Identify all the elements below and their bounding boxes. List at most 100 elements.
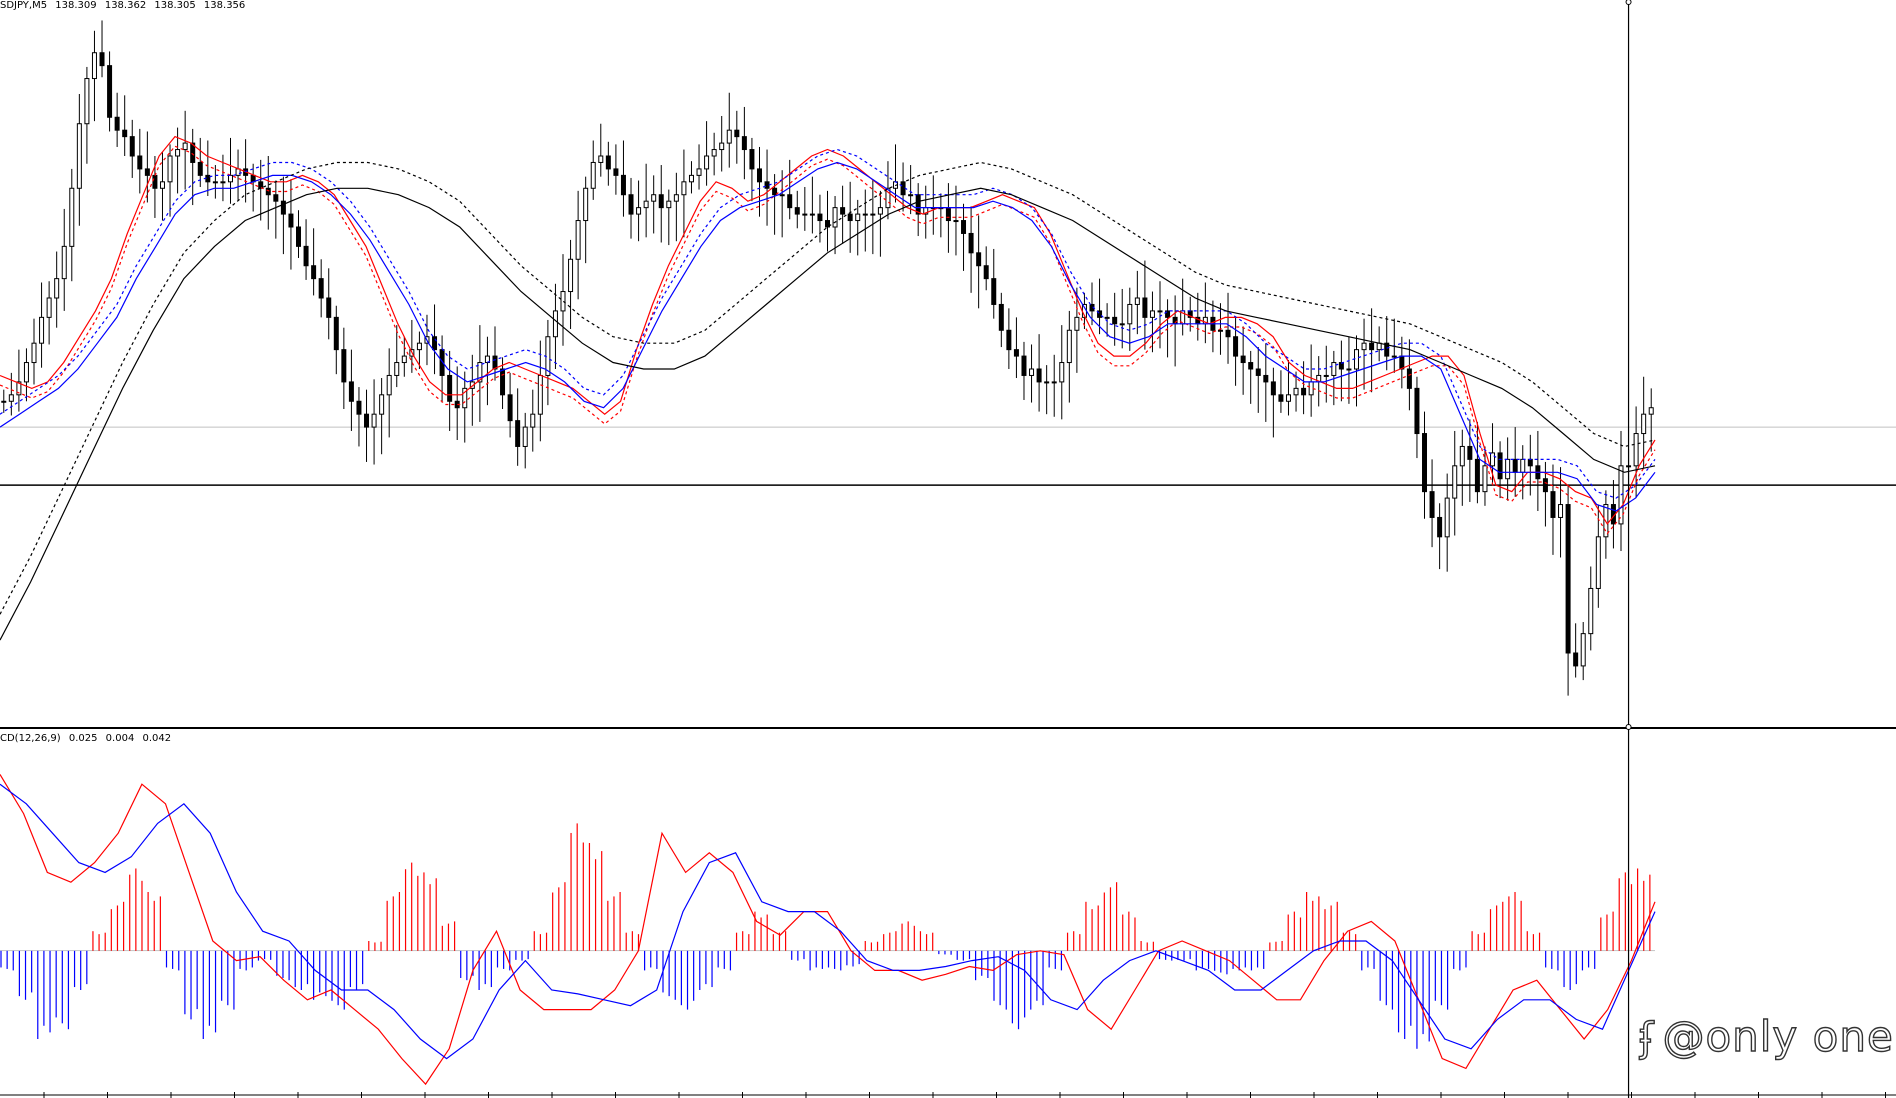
candle [1565,485,1571,696]
candle-body [688,174,694,183]
candle-body [1422,433,1428,493]
candle-body [764,181,770,189]
candle [1006,308,1012,369]
candle [39,282,45,368]
candle-body [159,181,165,189]
candle [1361,318,1367,390]
candle-body [212,181,218,184]
candle-body [1074,316,1080,331]
candle-body [756,168,762,183]
candle-body [492,355,498,370]
candle [643,163,649,238]
candle-body [1029,368,1035,376]
weibo-icon: ʄ [1639,1014,1655,1061]
candle-body [734,129,740,138]
macd-panel[interactable] [0,774,1656,1086]
candle [54,251,60,328]
watermark: ʄ @only one [1639,1011,1894,1061]
candle-body [1165,310,1171,318]
candle-body [1059,362,1065,383]
candle [688,161,694,194]
candle-body [1429,491,1435,518]
candle-body [726,129,732,144]
candle [144,131,150,203]
candle-body [1270,381,1276,396]
candle-body [61,245,67,280]
candle-body [1497,452,1503,480]
candle [651,175,657,234]
candle [575,190,581,300]
candle [23,348,29,402]
candle [16,349,22,412]
candle [371,379,377,465]
candle [636,180,642,242]
candle [1066,310,1072,403]
candle-body [1301,387,1307,396]
candle-body [847,213,853,222]
symbol-timeframe: SDJPY,M5 [0,0,48,11]
candle-body [1437,516,1443,538]
candle-body [500,368,506,396]
candle-body [651,194,657,202]
candle-body [711,149,717,157]
candle-body [953,220,959,223]
candle [1346,336,1352,404]
candle-body [1233,336,1239,357]
candle-body [23,362,29,383]
macd-value-hist: 0.042 [142,733,172,744]
candle-body [1119,323,1125,326]
candle [167,144,173,217]
candle [91,30,97,122]
candle-body [99,52,105,67]
candle [628,177,634,239]
candle-body [1580,633,1586,667]
candle [1225,292,1231,364]
candle-body [1369,342,1375,351]
candle-body [84,78,90,125]
candle [779,170,785,238]
candle-body [673,194,679,202]
candle [855,199,861,256]
candle [802,186,808,231]
candle-body [303,245,309,267]
candle-body [379,394,385,415]
candle-body [590,161,596,189]
candle [1444,473,1450,572]
signal-line [0,783,1656,1060]
candle [1036,334,1042,412]
candle [1452,430,1458,536]
candle-body [794,207,800,215]
candle-body [636,207,642,215]
candle-body [1633,433,1639,467]
candle [1474,421,1480,504]
ohlc-high: 138.362 [104,0,147,11]
candle [258,159,264,221]
candle [756,146,762,217]
candle-body [220,181,226,184]
candle-body [1459,445,1465,467]
moving-average-lines [0,135,1656,641]
candle-body [1474,458,1480,493]
candle-body [8,394,14,402]
price-panel[interactable] [0,20,1896,696]
candle [1255,347,1261,413]
candle [1044,365,1050,415]
candle [394,325,400,388]
candle-body [91,52,97,80]
candle-body [386,374,392,396]
candle-body [341,349,347,383]
candle [666,189,672,246]
candle-body [1641,413,1647,435]
candle [364,389,370,462]
candle [69,168,75,282]
candle [477,325,483,422]
candle [333,305,339,375]
candle [1240,326,1246,395]
candle-body [401,355,407,364]
candle [515,388,521,466]
candle-body [326,297,332,318]
candle [197,137,203,187]
price-header: SDJPY,M5 138.309 138.362 138.305 138.356 [0,0,250,11]
